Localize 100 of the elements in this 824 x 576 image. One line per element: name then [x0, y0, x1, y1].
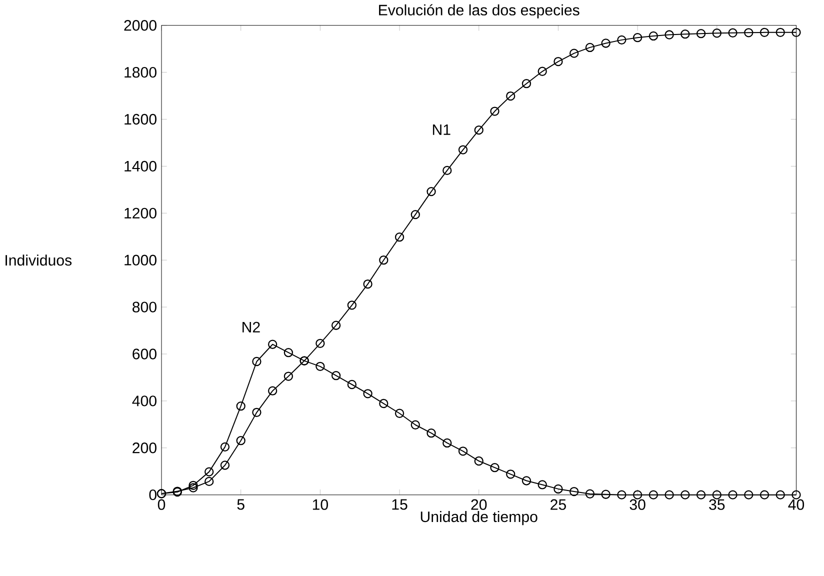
y-tick-label: 1000 [124, 254, 156, 266]
point [188, 483, 198, 493]
point [696, 29, 706, 38]
y-tick-label: 200 [132, 442, 156, 454]
point [792, 28, 801, 38]
point [188, 481, 198, 490]
y-tick-label: 1200 [124, 208, 156, 219]
x-tick-label: 40 [788, 499, 804, 510]
point [442, 438, 452, 448]
x-tick-label: 15 [392, 499, 408, 510]
point [236, 436, 246, 446]
x-tick-label: 0 [158, 499, 166, 510]
point [538, 67, 547, 76]
point [696, 490, 706, 500]
point [792, 490, 801, 500]
point [569, 48, 579, 58]
point [506, 470, 516, 479]
x-tick-label: 25 [550, 499, 566, 510]
point [712, 28, 722, 38]
point [760, 28, 770, 38]
y-tick-label: 400 [132, 396, 156, 406]
x-tick-label: 20 [471, 499, 487, 510]
point [284, 348, 294, 358]
point [331, 320, 341, 330]
point [347, 380, 357, 390]
point [426, 428, 436, 438]
y-tick-label: 1800 [124, 67, 156, 78]
point [712, 490, 722, 500]
point [664, 490, 674, 500]
y-tick-label: 2000 [124, 20, 156, 31]
point [728, 490, 738, 500]
y-tick-label: 800 [132, 302, 156, 313]
x-tick-label: 5 [237, 499, 244, 510]
point [648, 490, 658, 500]
point [522, 476, 532, 486]
point [363, 280, 372, 289]
chart-title: Evolución de las dos especies [379, 4, 580, 19]
point [394, 232, 404, 242]
point [728, 28, 738, 38]
point [490, 463, 500, 472]
point [204, 477, 214, 486]
point [648, 32, 658, 41]
point [617, 490, 626, 500]
point [331, 371, 341, 380]
point [394, 408, 404, 418]
point [490, 106, 500, 116]
point [284, 372, 294, 382]
point [252, 357, 262, 366]
point [680, 30, 690, 39]
series-label: N1 [432, 124, 450, 136]
x-tick-label: 30 [630, 499, 646, 510]
point [410, 420, 420, 430]
point [316, 339, 325, 348]
point [474, 126, 484, 135]
y-axis-title: Individuos [6, 254, 72, 266]
point [220, 442, 230, 452]
x-tick-label: 35 [709, 499, 725, 510]
point [554, 484, 563, 494]
point [744, 490, 754, 500]
point [347, 300, 357, 310]
x-tick-label: 10 [312, 499, 328, 510]
point [601, 490, 610, 500]
point [316, 362, 325, 372]
y-tick-label: 1600 [124, 114, 156, 125]
point [458, 446, 468, 456]
point [379, 399, 388, 408]
y-tick-label: 600 [132, 348, 156, 360]
point [632, 490, 642, 500]
point [585, 489, 595, 499]
point [379, 256, 388, 265]
y-tick-label: 0 [149, 490, 156, 500]
point [410, 210, 420, 220]
point [458, 145, 468, 155]
point [632, 33, 642, 42]
point [776, 490, 785, 500]
point [236, 402, 246, 411]
point [426, 187, 436, 196]
point [569, 487, 579, 496]
point [442, 166, 452, 176]
y-tick-label: 1400 [124, 161, 156, 172]
point [252, 408, 262, 418]
point [760, 490, 770, 500]
point [585, 43, 595, 52]
point [601, 38, 610, 48]
point [363, 389, 372, 398]
point [776, 28, 785, 38]
point [268, 340, 278, 350]
series-label: N2 [242, 322, 260, 333]
point [220, 460, 230, 470]
point [680, 490, 690, 500]
point [204, 467, 214, 477]
point [554, 57, 563, 66]
point [744, 28, 754, 38]
point [538, 480, 547, 490]
point [664, 30, 674, 40]
point [522, 79, 532, 88]
point [474, 456, 484, 466]
point [268, 386, 278, 396]
x-axis-title: Unidad de tiempo [420, 511, 538, 526]
point [617, 36, 626, 45]
